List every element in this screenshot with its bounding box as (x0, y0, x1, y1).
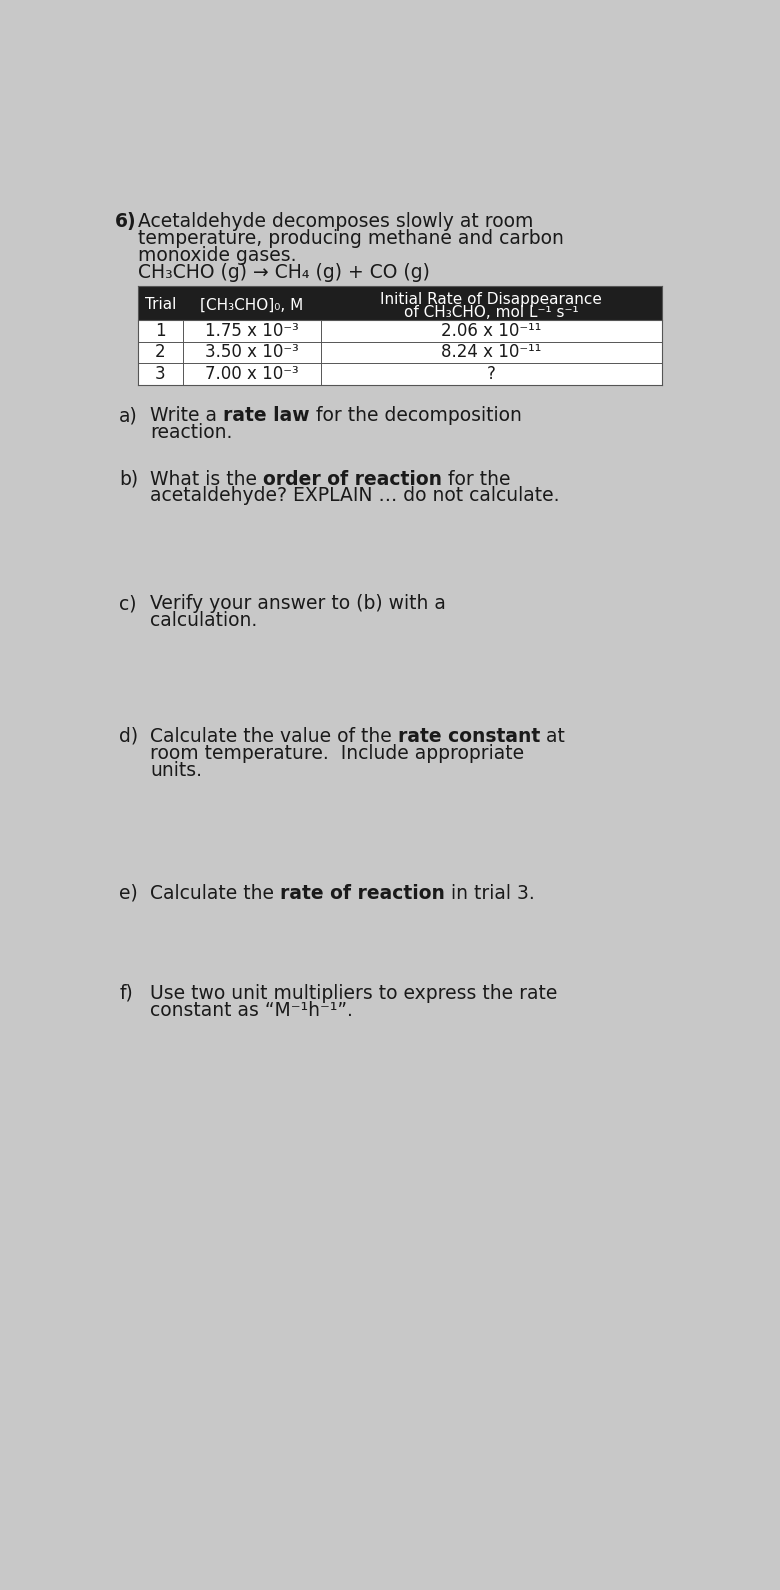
Text: Acetaldehyde decomposes slowly at room: Acetaldehyde decomposes slowly at room (138, 213, 534, 232)
Text: 6): 6) (115, 213, 136, 232)
Text: 1.75 x 10⁻³: 1.75 x 10⁻³ (205, 321, 299, 340)
Text: d): d) (119, 727, 138, 746)
Text: calculation.: calculation. (151, 611, 257, 630)
Text: f): f) (119, 984, 133, 1003)
Text: 2.06 x 10⁻¹¹: 2.06 x 10⁻¹¹ (441, 321, 541, 340)
Text: ?: ? (487, 366, 495, 383)
Text: temperature, producing methane and carbon: temperature, producing methane and carbo… (138, 229, 564, 248)
Text: a): a) (119, 407, 138, 426)
Text: Trial: Trial (144, 297, 176, 312)
Text: [CH₃CHO]₀, M: [CH₃CHO]₀, M (200, 297, 303, 312)
Text: monoxide gases.: monoxide gases. (138, 246, 296, 266)
Text: c): c) (119, 595, 136, 614)
Text: Initial Rate of Disappearance: Initial Rate of Disappearance (381, 293, 602, 307)
FancyBboxPatch shape (138, 363, 661, 385)
Text: 8.24 x 10⁻¹¹: 8.24 x 10⁻¹¹ (441, 343, 541, 361)
Text: 1: 1 (155, 321, 165, 340)
Text: constant as “M⁻¹h⁻¹”.: constant as “M⁻¹h⁻¹”. (151, 1000, 353, 1019)
FancyBboxPatch shape (138, 286, 661, 320)
FancyBboxPatch shape (138, 342, 661, 363)
Text: Write a: Write a (151, 407, 223, 426)
Text: e): e) (119, 884, 138, 903)
Text: rate constant: rate constant (398, 727, 541, 746)
Text: rate of reaction: rate of reaction (280, 884, 445, 903)
Text: rate law: rate law (223, 407, 310, 426)
Text: Use two unit multipliers to express the rate: Use two unit multipliers to express the … (151, 984, 558, 1003)
Text: in trial 3.: in trial 3. (445, 884, 535, 903)
Text: reaction.: reaction. (151, 423, 232, 442)
Text: 3: 3 (155, 366, 165, 383)
Text: Calculate the: Calculate the (151, 884, 280, 903)
Text: acetaldehyde? EXPLAIN … do not calculate.: acetaldehyde? EXPLAIN … do not calculate… (151, 487, 560, 506)
Text: 7.00 x 10⁻³: 7.00 x 10⁻³ (205, 366, 299, 383)
Text: for the: for the (442, 469, 511, 488)
Text: order of reaction: order of reaction (263, 469, 442, 488)
Text: Verify your answer to (b) with a: Verify your answer to (b) with a (151, 595, 446, 614)
Text: Calculate the value of the: Calculate the value of the (151, 727, 398, 746)
Text: for the decomposition: for the decomposition (310, 407, 522, 426)
Text: What is the: What is the (151, 469, 263, 488)
Text: room temperature.  Include appropriate: room temperature. Include appropriate (151, 744, 524, 763)
Text: 3.50 x 10⁻³: 3.50 x 10⁻³ (205, 343, 299, 361)
Text: 2: 2 (155, 343, 165, 361)
FancyBboxPatch shape (138, 320, 661, 342)
Text: of CH₃CHO, mol L⁻¹ s⁻¹: of CH₃CHO, mol L⁻¹ s⁻¹ (404, 305, 579, 320)
Text: at: at (541, 727, 565, 746)
Text: units.: units. (151, 760, 202, 779)
Text: b): b) (119, 469, 138, 488)
Text: CH₃CHO (g) → CH₄ (g) + CO (g): CH₃CHO (g) → CH₄ (g) + CO (g) (138, 264, 430, 281)
